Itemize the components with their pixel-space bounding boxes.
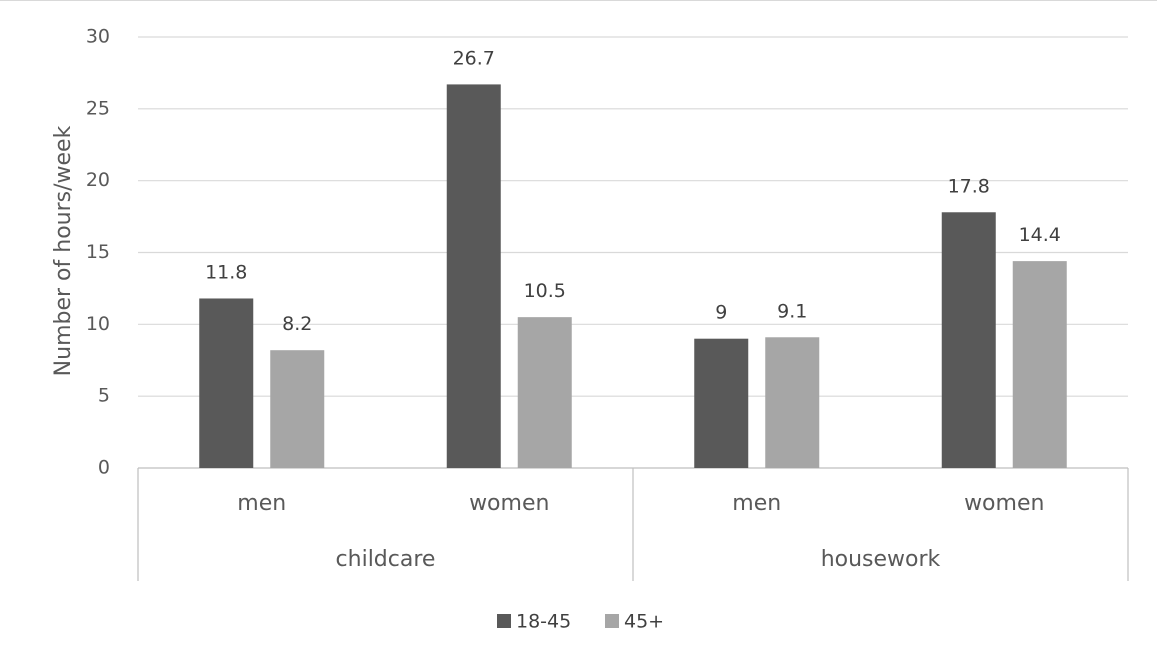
y-tick-label: 15 (86, 241, 110, 263)
y-tick-label: 30 (86, 26, 110, 48)
data-label: 9 (715, 302, 727, 324)
data-label: 26.7 (453, 47, 495, 69)
data-label: 17.8 (948, 175, 990, 197)
data-labels: 11.8 8.2 26.7 10.5 9 9.1 17.8 14.4 (205, 47, 1061, 335)
bar-series2 (1012, 261, 1067, 468)
y-tick-label: 10 (86, 313, 110, 335)
bar-series1 (199, 298, 254, 468)
y-tick-label: 0 (98, 457, 110, 479)
bar-series2 (517, 317, 572, 468)
bar-series1 (694, 338, 749, 468)
bars (199, 84, 1067, 468)
y-axis: 0 5 10 15 20 25 30 (86, 26, 110, 479)
x-category-label: men (237, 491, 286, 516)
legend-swatch (497, 614, 511, 628)
y-tick-label: 5 (98, 385, 110, 407)
x-category-label: women (469, 491, 549, 516)
bar-series1 (446, 84, 501, 468)
x-axis: men women men women childcare housework (137, 468, 1129, 581)
legend: 18-45 45+ (497, 611, 664, 633)
data-label: 9.1 (777, 300, 807, 322)
y-axis-title: Number of hours/week (51, 125, 76, 376)
y-tick-label: 20 (86, 169, 110, 191)
legend-swatch (605, 614, 619, 628)
x-group-label: childcare (336, 547, 436, 572)
y-tick-label: 25 (86, 97, 110, 119)
bar-series1 (941, 212, 996, 468)
legend-label: 18-45 (516, 611, 571, 633)
bar-series2 (765, 337, 820, 468)
bar-series2 (270, 350, 325, 468)
data-label: 11.8 (205, 261, 247, 283)
data-label: 8.2 (282, 313, 312, 335)
data-label: 10.5 (524, 280, 566, 302)
legend-label: 45+ (624, 611, 664, 633)
data-label: 14.4 (1019, 224, 1061, 246)
x-category-label: men (732, 491, 781, 516)
x-category-label: women (964, 491, 1044, 516)
x-group-label: housework (821, 547, 941, 572)
